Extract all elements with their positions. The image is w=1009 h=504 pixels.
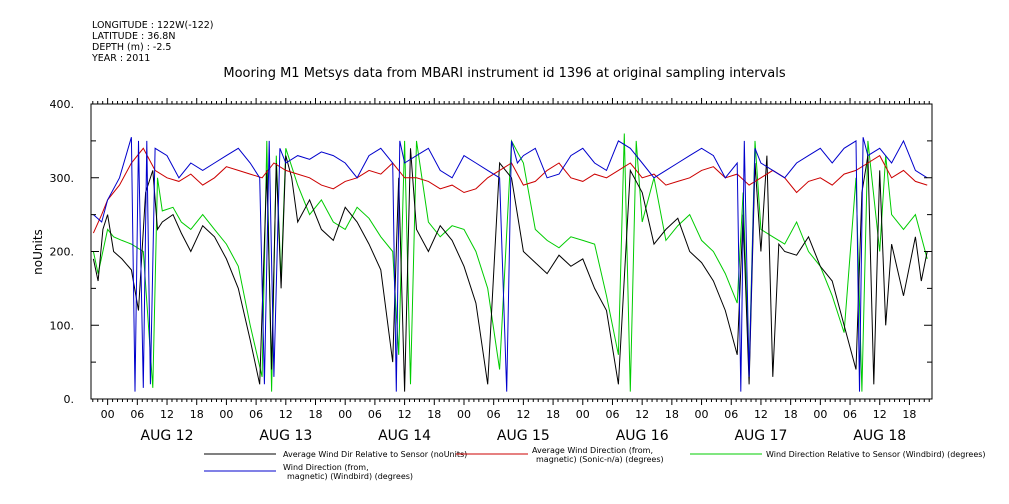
series-line-4	[93, 137, 928, 392]
x-hour-label: 06	[843, 408, 857, 421]
metadata-block: LONGITUDE : 122W(-122) LATITUDE : 36.8N …	[92, 20, 214, 64]
legend-label-line2: magnetic) (Sonic-n/a) (degrees)	[536, 455, 664, 464]
x-hour-label: 00	[338, 408, 352, 421]
y-tick-label: 200.	[50, 246, 75, 259]
x-hour-label: 00	[695, 408, 709, 421]
legend-label: Wind Direction (from,	[283, 463, 369, 472]
y-tick-label: 300.	[50, 172, 75, 185]
x-hour-label: 00	[219, 408, 233, 421]
legend-label: Wind Direction Relative to Sensor (Windb…	[766, 450, 986, 459]
x-day-label: AUG 16	[616, 428, 669, 444]
x-hour-label: 12	[873, 408, 887, 421]
axes-layer: 0. 100. 200. 300. 400. 00 06 12 18 00 06 12 18 00 06 12…	[50, 98, 932, 444]
x-hour-label: 18	[784, 408, 798, 421]
x-hour-label: 06	[249, 408, 263, 421]
series-layer	[92, 133, 928, 392]
x-hour-label: 06	[724, 408, 738, 421]
x-day-label: AUG 17	[734, 428, 787, 444]
year-label: YEAR : 2011	[92, 53, 151, 64]
x-hour-label: 06	[605, 408, 619, 421]
y-tick-label: 0.	[64, 393, 75, 406]
y-tick-label: 100.	[50, 319, 75, 332]
x-hour-label: 12	[635, 408, 649, 421]
x-hour-label: 00	[576, 408, 590, 421]
legend-label: Average Wind Direction (from,	[532, 446, 653, 455]
x-hour-label: 06	[368, 408, 382, 421]
y-axis-label: noUnits	[31, 229, 45, 275]
legend-label-line2: magnetic) (Windbird) (degrees)	[287, 472, 413, 481]
depth-label: DEPTH (m) : -2.5	[92, 42, 172, 53]
latitude-label: LATITUDE : 36.8N	[92, 31, 176, 42]
x-hour-label: 00	[101, 408, 115, 421]
x-hour-label: 18	[902, 408, 916, 421]
x-day-label: AUG 18	[853, 428, 906, 444]
x-hour-label: 00	[813, 408, 827, 421]
legend-label: Average Wind Dir Relative to Sensor (noU…	[283, 450, 467, 459]
x-hour-label: 18	[546, 408, 560, 421]
x-hour-label: 12	[279, 408, 293, 421]
x-day-label: AUG 13	[259, 428, 312, 444]
x-day-label: AUG 12	[141, 428, 194, 444]
series-line-2	[92, 147, 928, 234]
x-hour-label: 12	[516, 408, 530, 421]
x-hour-label: 18	[190, 408, 204, 421]
x-hour-label: 06	[130, 408, 144, 421]
x-hour-label: 00	[457, 408, 471, 421]
chart-title: Mooring M1 Metsys data from MBARI instru…	[223, 66, 786, 81]
series-line-1	[92, 148, 928, 392]
x-hour-label: 12	[160, 408, 174, 421]
x-hour-label: 06	[487, 408, 501, 421]
x-hour-label: 18	[427, 408, 441, 421]
x-hour-label: 12	[398, 408, 412, 421]
x-hour-label: 18	[309, 408, 323, 421]
x-hour-label: 12	[754, 408, 768, 421]
x-hour-label: 18	[665, 408, 679, 421]
longitude-label: LONGITUDE : 122W(-122)	[92, 20, 214, 31]
x-day-label: AUG 14	[378, 428, 431, 444]
x-day-label: AUG 15	[497, 428, 550, 444]
y-tick-label: 400.	[50, 98, 75, 111]
legend: Average Wind Dir Relative to Sensor (noU…	[204, 446, 986, 481]
series-line-3	[92, 133, 928, 392]
